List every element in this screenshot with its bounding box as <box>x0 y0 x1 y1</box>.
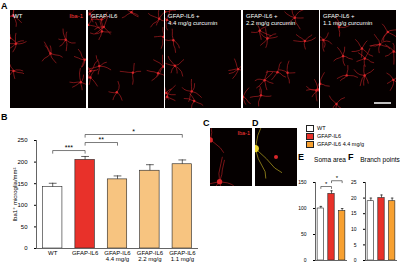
svg-text:Iba-1: Iba-1 <box>69 13 83 19</box>
svg-text:100: 100 <box>17 202 28 208</box>
html-text:A: A <box>1 1 8 11</box>
svg-text:150: 150 <box>298 179 307 185</box>
svg-text:GFAP-IL6 +: GFAP-IL6 + <box>323 13 355 19</box>
svg-text:Iba-1: Iba-1 <box>237 130 250 136</box>
svg-text:0: 0 <box>24 245 28 251</box>
svg-text:*: * <box>132 128 135 135</box>
svg-text:WT: WT <box>13 13 23 19</box>
svg-text:GFAP-IL6: GFAP-IL6 <box>91 13 118 19</box>
html-text:Branch points: Branch points <box>360 156 400 163</box>
svg-text:***: *** <box>65 144 73 151</box>
svg-text:0: 0 <box>304 257 307 263</box>
svg-text:20: 20 <box>351 195 357 201</box>
svg-text:2.2 mg/g curcumin: 2.2 mg/g curcumin <box>246 20 295 26</box>
html-text:B: B <box>1 112 8 122</box>
svg-text:100: 100 <box>298 205 307 211</box>
svg-text:50: 50 <box>301 231 307 237</box>
svg-text:15: 15 <box>351 210 357 216</box>
svg-text:50: 50 <box>21 224 28 230</box>
svg-text:0: 0 <box>354 257 357 263</box>
html-text:C: C <box>203 118 210 128</box>
svg-text:150: 150 <box>17 181 28 187</box>
svg-text:GFAP-IL6: GFAP-IL6 <box>72 250 99 256</box>
svg-text:1.1 mg/g curcumin: 1.1 mg/g curcumin <box>323 20 372 26</box>
html-text:GFAP-IL6 4.4 mg/g: GFAP-IL6 4.4 mg/g <box>317 141 365 148</box>
html-text:GFAP-IL6: GFAP-IL6 <box>317 133 342 139</box>
html-text:D: D <box>252 118 259 128</box>
svg-text:GFAP-IL64.4 mg/g: GFAP-IL64.4 mg/g <box>104 250 131 262</box>
html-text:E: E <box>298 152 304 162</box>
html-text:Soma area: Soma area <box>314 156 346 163</box>
svg-text:*: * <box>325 181 328 187</box>
svg-text:*: * <box>336 175 339 181</box>
svg-text:250: 250 <box>17 137 28 143</box>
svg-text:200: 200 <box>17 159 28 165</box>
html-text:F: F <box>348 152 354 162</box>
svg-text:GFAP-IL6 +: GFAP-IL6 + <box>246 13 278 19</box>
svg-text:5: 5 <box>354 242 357 248</box>
html-text:WT: WT <box>317 125 326 131</box>
svg-text:WT: WT <box>48 250 58 256</box>
svg-text:10: 10 <box>351 226 357 232</box>
svg-text:GFAP-IL6 +: GFAP-IL6 + <box>168 13 200 19</box>
svg-text:**: ** <box>99 136 105 143</box>
svg-text:GFAP-IL61.1 mg/g: GFAP-IL61.1 mg/g <box>169 250 196 262</box>
svg-text:25: 25 <box>351 179 357 185</box>
svg-text:GFAP-IL62.2 mg/g: GFAP-IL62.2 mg/g <box>137 250 164 262</box>
svg-text:Iba1⁺ microglia/mm²: Iba1⁺ microglia/mm² <box>12 167 18 221</box>
svg-text:4.4 mg/g curcumin: 4.4 mg/g curcumin <box>168 20 217 26</box>
